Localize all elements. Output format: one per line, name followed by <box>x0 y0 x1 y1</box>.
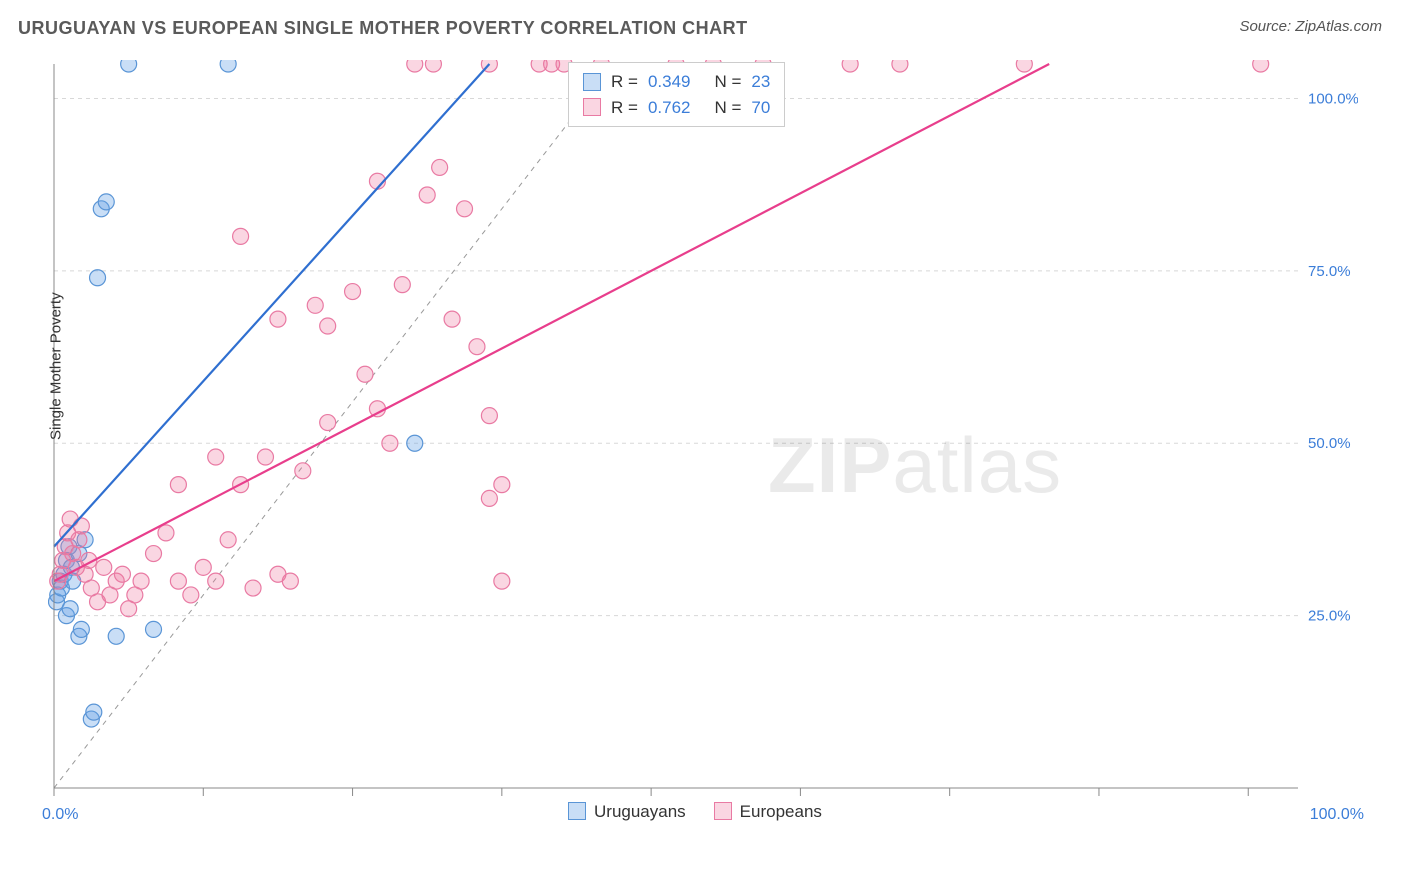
data-point <box>90 270 106 286</box>
legend-label: Uruguayans <box>594 802 686 821</box>
data-point <box>270 311 286 327</box>
data-point <box>457 201 473 217</box>
legend-swatch <box>568 802 586 820</box>
data-point <box>146 546 162 562</box>
data-point <box>170 573 186 589</box>
data-point <box>183 587 199 603</box>
data-point <box>407 60 423 72</box>
data-point <box>73 518 89 534</box>
data-point <box>62 601 78 617</box>
trend-line <box>54 64 489 547</box>
data-point <box>220 532 236 548</box>
stats-row: R = 0.762 N = 70 <box>583 95 770 121</box>
x-axis-min-label: 0.0% <box>42 806 78 824</box>
stats-legend: R = 0.349 N = 23 R = 0.762 N = 70 <box>568 62 785 127</box>
stat-n-label: N = <box>714 95 741 121</box>
data-point <box>320 415 336 431</box>
data-point <box>394 277 410 293</box>
chart-title: URUGUAYAN VS EUROPEAN SINGLE MOTHER POVE… <box>18 18 748 39</box>
legend-item: Europeans <box>714 802 822 822</box>
data-point <box>320 318 336 334</box>
data-point <box>444 311 460 327</box>
source-label: Source: ZipAtlas.com <box>1239 18 1382 35</box>
data-point <box>282 573 298 589</box>
data-point <box>432 159 448 175</box>
data-point <box>469 339 485 355</box>
legend-swatch <box>583 73 601 91</box>
data-point <box>208 449 224 465</box>
y-grid-label: 50.0% <box>1308 435 1351 452</box>
data-point <box>295 463 311 479</box>
data-point <box>892 60 908 72</box>
y-grid-label: 25.0% <box>1308 608 1351 625</box>
data-point <box>494 573 510 589</box>
y-grid-label: 100.0% <box>1308 90 1358 107</box>
stat-n-value: 70 <box>751 95 770 121</box>
data-point <box>1016 60 1032 72</box>
data-point <box>73 621 89 637</box>
data-point <box>98 194 114 210</box>
data-point <box>170 477 186 493</box>
data-point <box>86 704 102 720</box>
data-point <box>96 559 112 575</box>
data-point <box>257 449 273 465</box>
data-point <box>357 366 373 382</box>
stat-n-label: N = <box>714 69 741 95</box>
stat-r-value: 0.349 <box>648 69 691 95</box>
legend-item: Uruguayans <box>568 802 686 822</box>
y-grid-label: 75.0% <box>1308 263 1351 280</box>
data-point <box>494 477 510 493</box>
data-point <box>121 60 137 72</box>
data-point <box>407 435 423 451</box>
series-legend: Uruguayans Europeans <box>568 802 822 822</box>
data-point <box>419 187 435 203</box>
data-point <box>108 628 124 644</box>
legend-swatch <box>714 802 732 820</box>
data-point <box>345 284 361 300</box>
plot-svg: 25.0% 50.0% 75.0% 100.0% <box>48 60 1358 820</box>
data-point <box>208 573 224 589</box>
data-point <box>133 573 149 589</box>
data-point <box>481 490 497 506</box>
data-point <box>425 60 441 72</box>
data-point <box>114 566 130 582</box>
data-point <box>233 228 249 244</box>
stat-n-value: 23 <box>751 69 770 95</box>
data-point <box>220 60 236 72</box>
data-point <box>158 525 174 541</box>
data-point <box>382 435 398 451</box>
x-axis-max-label: 100.0% <box>1310 806 1364 824</box>
data-point <box>481 408 497 424</box>
stat-r-label: R = <box>611 69 638 95</box>
stat-r-value: 0.762 <box>648 95 691 121</box>
scatter-plot: 25.0% 50.0% 75.0% 100.0% Single Mother Pove… <box>48 60 1358 820</box>
data-point <box>307 297 323 313</box>
data-point <box>195 559 211 575</box>
legend-swatch <box>583 98 601 116</box>
stat-r-label: R = <box>611 95 638 121</box>
data-point <box>842 60 858 72</box>
data-point <box>1253 60 1269 72</box>
legend-label: Europeans <box>740 802 822 821</box>
data-point <box>245 580 261 596</box>
trend-line <box>54 64 1049 581</box>
data-point <box>369 401 385 417</box>
y-axis-label: Single Mother Poverty <box>48 292 65 440</box>
stats-row: R = 0.349 N = 23 <box>583 69 770 95</box>
data-point <box>146 621 162 637</box>
